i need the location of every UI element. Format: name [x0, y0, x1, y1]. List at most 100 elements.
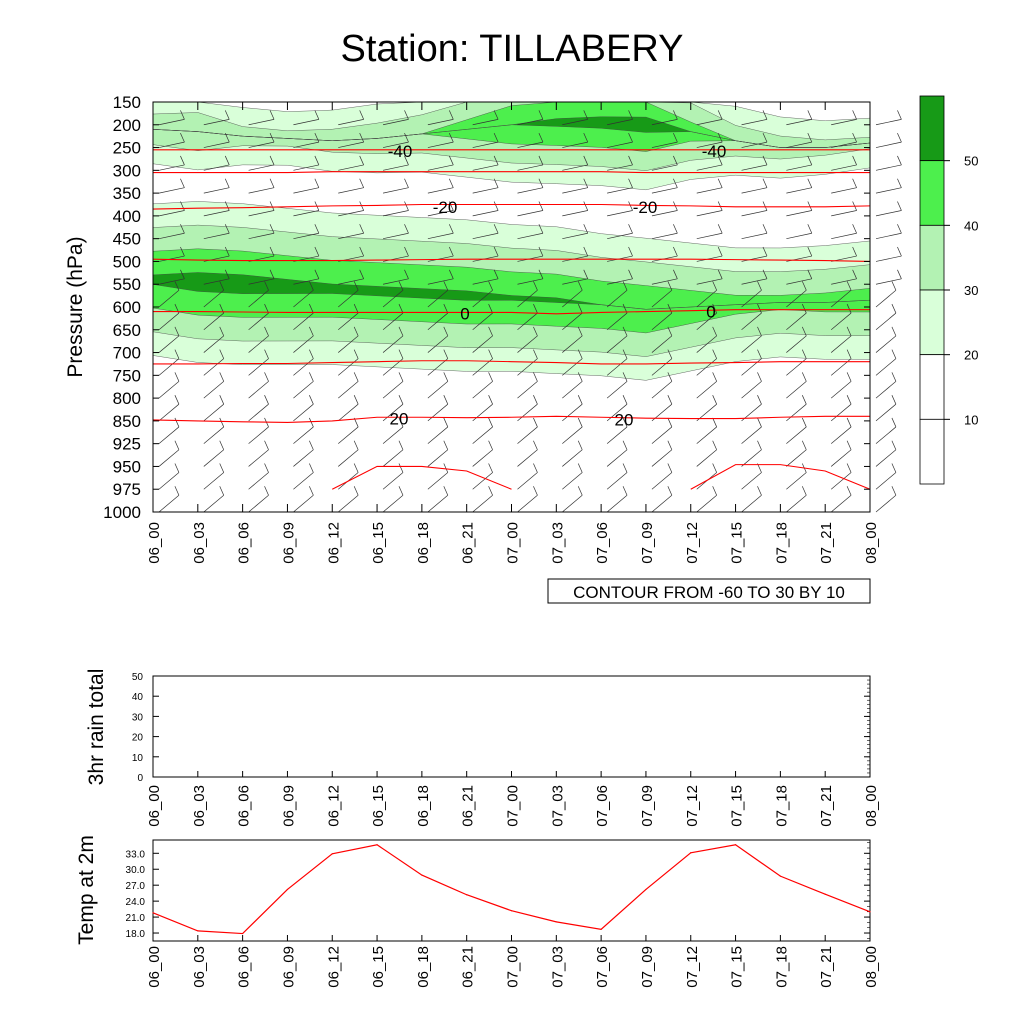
rain-x-tick-label: 06_15	[370, 785, 387, 827]
wind-barb	[651, 210, 678, 217]
wind-barb	[203, 164, 230, 171]
wind-barb	[830, 472, 852, 490]
wind-barb	[427, 449, 449, 467]
wind-barb	[875, 210, 902, 217]
wind-barb	[696, 495, 717, 513]
wind-barb-flag	[180, 110, 185, 120]
wind-barb	[338, 290, 359, 308]
wind-barb	[651, 358, 673, 376]
wind-barb	[338, 381, 359, 399]
wind-barb-flag	[628, 224, 633, 234]
rain-x-tick-label: 07_00	[505, 785, 522, 827]
wind-barb-flag	[891, 303, 897, 314]
wind-barb	[786, 290, 807, 308]
wind-barb-flag	[309, 349, 314, 359]
wind-barb-flag	[577, 326, 583, 336]
wind-barb	[472, 141, 499, 148]
wind-barb-flag	[269, 178, 275, 188]
wind-barb-flag	[533, 349, 538, 359]
wind-barb	[382, 141, 409, 148]
wind-barb-flag	[443, 417, 449, 428]
wind-barb	[651, 449, 673, 467]
wind-barb	[741, 232, 768, 240]
temp-y-tick-label: 33.0	[126, 849, 146, 860]
y-tick-label: 350	[113, 184, 141, 203]
wind-barb	[338, 335, 359, 353]
wind-barb	[293, 278, 319, 285]
wind-barb-flag	[577, 486, 583, 496]
wind-barb	[651, 187, 678, 194]
colorbar-label: 20	[964, 348, 978, 363]
wind-barb-flag	[801, 417, 807, 428]
wind-barb-flag	[359, 155, 365, 166]
wind-barb-flag	[538, 246, 544, 257]
wind-barb-flag	[398, 326, 404, 336]
wind-barb-flag	[846, 281, 852, 291]
wind-barb-flag	[717, 155, 723, 166]
wind-barb-flag	[891, 349, 897, 359]
wind-barb	[831, 164, 857, 171]
wind-barb	[427, 495, 449, 513]
wind-barb	[293, 449, 314, 467]
wind-barb	[786, 210, 812, 217]
wind-barb	[741, 164, 768, 171]
wind-barb-flag	[493, 110, 499, 120]
wind-barb-flag	[219, 281, 225, 291]
wind-barb-flag	[807, 269, 813, 279]
wind-barb-flag	[264, 281, 269, 291]
colorbar-box	[919, 95, 945, 162]
wind-barb	[517, 232, 544, 240]
wind-barb-flag	[443, 349, 449, 359]
wind-barb-flag	[443, 303, 449, 314]
wind-barb	[651, 335, 673, 353]
wind-barb-flag	[673, 224, 678, 234]
x-tick-label: 06_18	[415, 522, 432, 564]
wind-barb-flag	[180, 269, 185, 279]
wind-barb-flag	[628, 201, 633, 211]
temp-x-tick-label: 07_06	[594, 946, 611, 988]
wind-barb-flag	[398, 463, 404, 473]
wind-barb-flag	[673, 133, 678, 143]
wind-barb	[248, 141, 275, 148]
wind-barb-flag	[488, 349, 493, 359]
wind-barb-flag	[583, 246, 589, 257]
wind-barb-flag	[897, 201, 902, 211]
wind-barb	[741, 141, 768, 148]
wind-barb-flag	[269, 269, 275, 279]
wind-barb	[606, 335, 628, 353]
wind-barb	[338, 403, 359, 422]
wind-barb	[651, 312, 673, 331]
wind-barb-flag	[493, 201, 499, 211]
wind-barb-flag	[174, 440, 180, 450]
wind-barb-flag	[622, 486, 628, 496]
colorbar-label: 30	[964, 283, 978, 298]
wind-barb-flag	[891, 372, 897, 382]
wind-barb	[338, 426, 359, 444]
wind-barb	[382, 381, 404, 399]
wind-barb-flag	[269, 201, 275, 211]
wind-barb-flag	[762, 269, 768, 279]
wind-barb-flag	[538, 224, 544, 234]
wind-barb-flag	[269, 224, 275, 234]
wind-barb-flag	[224, 110, 230, 120]
wind-barb-flag	[667, 417, 673, 428]
wind-barb-flag	[224, 201, 230, 211]
wind-barb	[472, 381, 493, 399]
wind-barb	[382, 472, 404, 490]
wind-barb	[203, 187, 230, 194]
wind-barb-flag	[174, 417, 180, 428]
wind-barb-flag	[224, 155, 230, 166]
wind-barb-flag	[807, 246, 813, 257]
wind-barb	[158, 312, 180, 331]
wind-barb	[831, 232, 857, 240]
wind-barb-flag	[314, 178, 320, 188]
wind-barb-flag	[443, 463, 449, 473]
wind-barb-flag	[404, 178, 409, 188]
wind-barb	[607, 187, 633, 194]
wind-barb-flag	[309, 395, 314, 405]
rain-x-tick-label: 07_09	[639, 785, 656, 827]
wind-barb-flag	[448, 269, 454, 279]
wind-barb	[158, 358, 180, 376]
wind-barb-flag	[404, 133, 409, 143]
wind-barb	[517, 335, 538, 353]
